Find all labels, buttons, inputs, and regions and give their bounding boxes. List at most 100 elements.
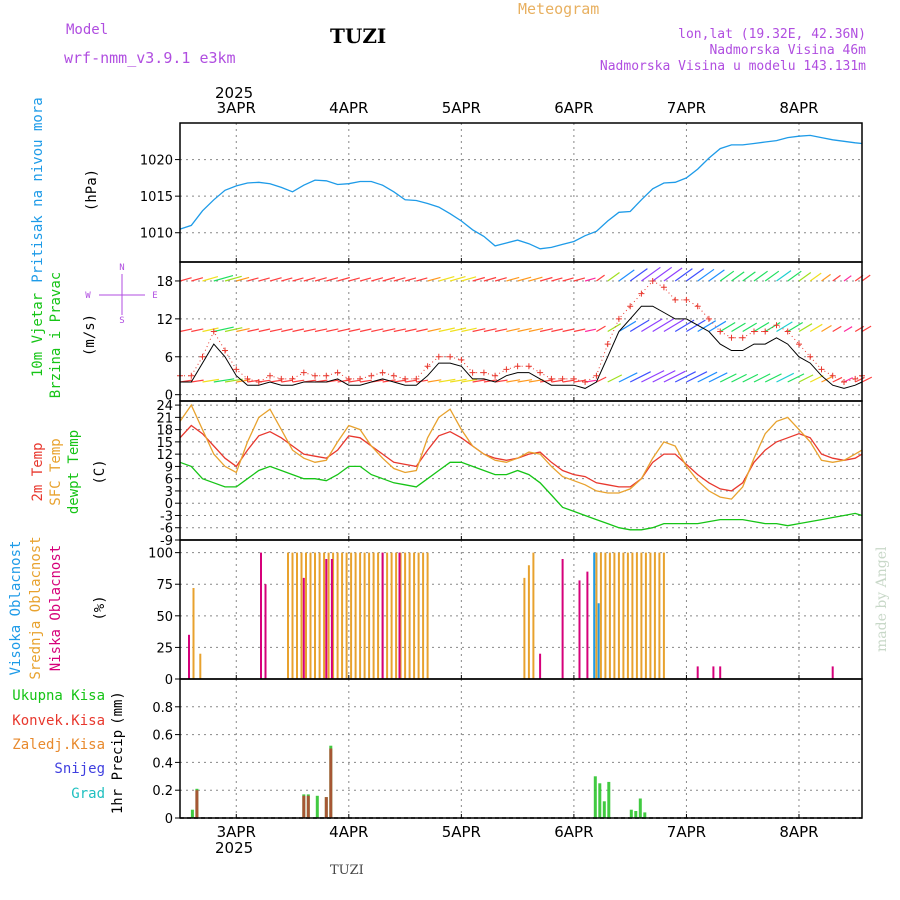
wind-barb — [438, 276, 455, 282]
wind-barb — [438, 327, 455, 333]
wind-barb — [674, 268, 693, 282]
wind-barb — [843, 377, 853, 383]
wind-gust-marker — [480, 369, 487, 376]
wind-barb — [584, 277, 596, 282]
temperature-tick-label: 12 — [156, 448, 173, 463]
wind-barb — [539, 276, 553, 282]
wind-barb — [483, 276, 497, 282]
wind-barb — [495, 379, 508, 383]
wind-gust-marker — [638, 290, 645, 297]
wind-barb — [551, 379, 564, 383]
wind-barb — [663, 370, 686, 383]
compass-n: N — [119, 263, 124, 273]
wind-barb — [663, 267, 683, 282]
wind-barb — [809, 272, 822, 282]
wind-barb — [607, 374, 623, 383]
wind-barb — [787, 373, 805, 383]
wind-barb — [641, 318, 663, 333]
pressure-line — [179, 134, 863, 250]
wind-gust-marker — [773, 322, 780, 329]
cloud-ylabel2: Srednja Oblacnost — [28, 536, 44, 679]
wind-barb — [776, 270, 792, 282]
wind-barb — [517, 327, 532, 333]
year-label-bottom: 2025 — [215, 839, 253, 857]
compass-arrows — [99, 274, 145, 315]
compass-w: W — [85, 291, 91, 301]
wind-gust-marker — [492, 372, 499, 379]
lonlat-text: lon,lat (19.32E, 42.36N) — [678, 27, 866, 42]
wind-gust-marker — [604, 341, 611, 348]
wind-barb — [360, 379, 372, 383]
wind-barb — [269, 379, 283, 383]
day-label-top: 5APR — [442, 99, 481, 117]
wind-barb — [427, 276, 441, 282]
precip-tick-label: 0.6 — [152, 729, 173, 744]
cloud-tick-label: 0 — [165, 673, 173, 688]
wind-tick-label: 12 — [156, 313, 173, 328]
day-label-bottom: 8APR — [779, 823, 818, 841]
wind-gust-marker — [593, 372, 600, 379]
wind-gust-marker — [841, 379, 847, 385]
precip-total-bar — [602, 801, 606, 818]
wind-barb — [596, 325, 606, 333]
pressure-ylabel: Pritisak na nivou mora — [30, 97, 46, 282]
wind-barb — [584, 328, 597, 333]
wind-gust-marker — [570, 375, 577, 382]
wind-barb — [776, 372, 795, 383]
wind-barb — [562, 328, 575, 333]
wind-barb — [618, 320, 637, 333]
temperature-tick-label: 6 — [165, 473, 173, 488]
station-title: TUZI — [330, 24, 386, 48]
wind-barb — [438, 378, 456, 383]
wind-barb — [573, 277, 586, 282]
temp-ylabel2: SFC Temp — [48, 438, 64, 505]
wind-barb — [191, 277, 204, 282]
wind-barb — [652, 266, 673, 282]
temp-ylabel: 2m Temp — [30, 442, 46, 501]
day-label-top: 7APR — [667, 99, 706, 117]
cloud-ylabel: Visoka Oblacnost — [8, 541, 24, 676]
day-label-bottom: 3APR — [217, 823, 256, 841]
wind-barb — [798, 374, 814, 383]
wind-gust-marker — [199, 353, 206, 360]
temp-sfc-line — [179, 403, 863, 500]
wind-gust-marker — [312, 372, 318, 379]
precip-total-bar — [629, 809, 633, 818]
precip-tick-label: 0 — [165, 812, 173, 827]
wind-barb — [461, 378, 478, 383]
precip-total-bar — [598, 783, 602, 819]
wind-barb — [551, 277, 563, 282]
temperature-tick-label: 15 — [156, 436, 173, 451]
wind-barb — [742, 373, 759, 383]
wind-barb — [562, 277, 574, 282]
wind-barb — [236, 276, 250, 282]
wind-barb — [359, 328, 372, 333]
watermark: made by Angel — [874, 546, 890, 652]
wind-barb — [517, 276, 532, 282]
wind-barb — [348, 379, 361, 383]
wind-barb — [416, 328, 428, 333]
altitude-text: Nadmorska Visina 46m — [709, 43, 866, 58]
wind-gust-marker — [267, 372, 273, 379]
wind-gust-marker — [739, 334, 746, 341]
footer-station: TUZI — [330, 863, 364, 878]
precip-total-bar — [607, 781, 611, 818]
wind-gust-marker — [852, 375, 859, 382]
wind-barb — [326, 328, 339, 333]
wind-barb — [573, 328, 586, 333]
legend-zaledj-kisa: Zaledj.Kisa — [12, 737, 105, 753]
wind-barb — [686, 319, 706, 333]
wind-gust-marker — [796, 341, 802, 348]
model-value: wrf-nmm_v3.9.1 e3km — [64, 49, 236, 67]
compass-e: E — [152, 291, 157, 301]
wind-barb — [731, 271, 745, 282]
wind-barb — [551, 328, 563, 333]
precip-conv-bar — [324, 797, 328, 818]
wind-barb — [719, 373, 737, 383]
wind-gust-marker — [582, 379, 589, 385]
wind-gust-marker — [244, 375, 251, 382]
wind-barb — [731, 322, 746, 333]
wind-barb — [764, 270, 780, 282]
model-label: Model — [66, 22, 108, 38]
cloud-tick-label: 75 — [156, 578, 173, 593]
